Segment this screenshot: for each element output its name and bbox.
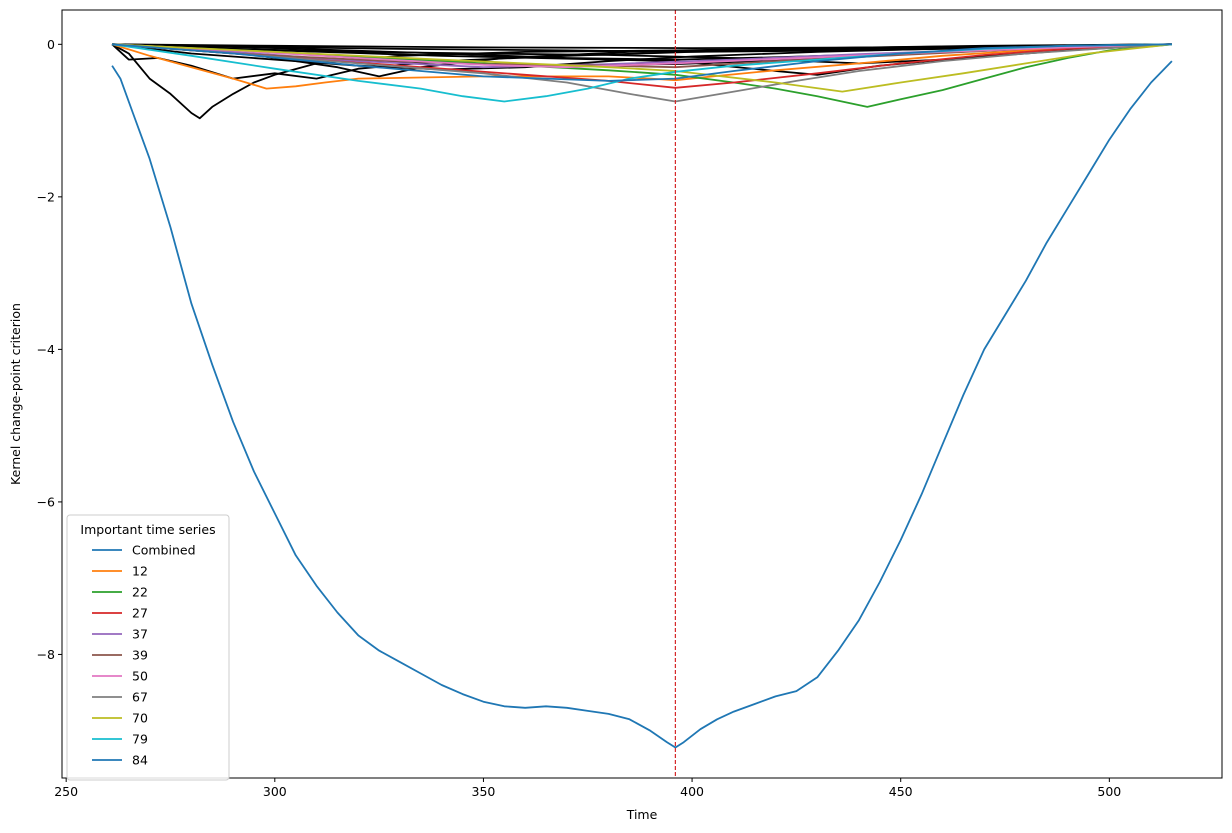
legend-entry-label: 67 (132, 690, 148, 705)
series-line-84 (112, 43, 1172, 82)
x-tick-label: 250 (54, 784, 78, 799)
legend: Important time series Combined 12 22 27 37 39… (66, 514, 230, 781)
axis-ticks: 250 300 350 400 450 500 0 −2 −4 −6 −8 (37, 37, 1122, 799)
legend-entry-label: 37 (132, 627, 148, 642)
legend-title: Important time series (80, 522, 215, 537)
y-tick-label: 0 (47, 37, 55, 52)
plot-area (111, 10, 1173, 778)
y-tick-label: −6 (37, 494, 55, 509)
legend-entry-label: 27 (132, 606, 148, 621)
y-tick-label: −2 (37, 189, 55, 204)
y-tick-label: −4 (37, 342, 55, 357)
legend-entry-label: Combined (132, 543, 196, 558)
x-tick-label: 350 (472, 784, 496, 799)
x-axis-label: Time (626, 807, 658, 822)
series-line-combined (111, 60, 1173, 749)
x-tick-label: 500 (1097, 784, 1121, 799)
x-tick-label: 300 (263, 784, 287, 799)
series-line-67 (112, 43, 1172, 103)
x-tick-label: 450 (889, 784, 913, 799)
y-axis-label: Kernel change-point criterion (8, 303, 23, 485)
legend-box (66, 514, 230, 781)
legend-entry-label: 84 (132, 753, 148, 768)
legend-entry-label: 12 (132, 564, 148, 579)
series-line-12 (111, 43, 1172, 90)
legend-entry-label: 22 (132, 585, 148, 600)
legend-entry-label: 39 (132, 648, 148, 663)
legend-entry-label: 70 (132, 711, 148, 726)
series-line-70 (112, 43, 1172, 93)
legend-entry-label: 50 (132, 669, 148, 684)
y-tick-label: −8 (37, 647, 55, 662)
series-line-50 (112, 43, 1172, 69)
x-tick-label: 400 (680, 784, 704, 799)
legend-items: Combined 12 22 27 37 39 50 67 70 79 84 (92, 543, 196, 768)
axes-frame (61, 9, 1223, 779)
legend-entry-label: 79 (132, 732, 148, 747)
